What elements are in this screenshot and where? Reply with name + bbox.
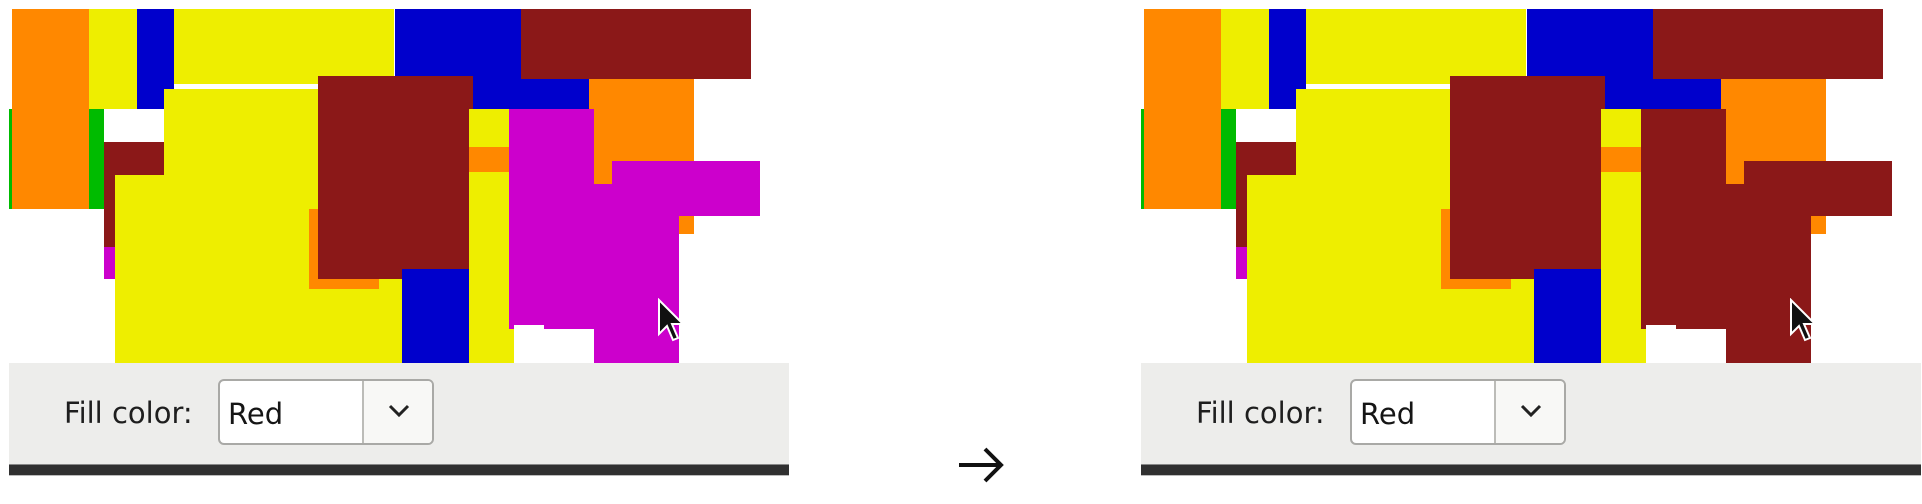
window-bottom-border: [1141, 464, 1921, 476]
fill-color-value: Red: [228, 397, 284, 431]
fill-color-label: Fill color:: [1196, 396, 1325, 430]
fill-color-select[interactable]: Red: [1350, 379, 1566, 445]
dropdown-button[interactable]: [1494, 381, 1564, 443]
window-bottom-border: [9, 464, 789, 476]
fill-color-select[interactable]: Red: [218, 379, 434, 445]
fill-color-value: Red: [1360, 397, 1416, 431]
shape-white-gap: [514, 325, 544, 363]
shape-green: [89, 109, 104, 209]
shape-orange: [1601, 147, 1641, 172]
mouse-pointer-icon: [1790, 298, 1818, 342]
shape-dark-red: [1653, 9, 1883, 79]
shape-yellow: [1306, 9, 1526, 84]
shape-dark-red: [1641, 109, 1726, 329]
dropdown-button[interactable]: [362, 381, 432, 443]
panel-before: Fill color: Red: [9, 0, 789, 490]
fill-color-label: Fill color:: [64, 396, 193, 430]
shape-blue: [402, 269, 472, 363]
fill-color-toolbar: Fill color: Red: [9, 363, 789, 466]
shape-magenta: [612, 161, 760, 216]
shape-orange: [12, 9, 90, 209]
drawing-canvas[interactable]: [9, 9, 789, 363]
fill-color-toolbar: Fill color: Red: [1141, 363, 1921, 466]
shape-dark-red: [1744, 161, 1892, 216]
shape-dark-red: [1450, 76, 1605, 279]
shape-orange: [469, 147, 509, 172]
shape-orange: [1144, 9, 1222, 209]
right-arrow-icon: [959, 447, 1004, 483]
chevron-down-icon: [388, 404, 410, 418]
shape-yellow: [174, 9, 394, 84]
panel-after: Fill color: Red: [1141, 0, 1921, 490]
drawing-canvas[interactable]: [1141, 9, 1921, 363]
chevron-down-icon: [1520, 404, 1542, 418]
shape-dark-red: [318, 76, 473, 279]
mouse-pointer-icon: [658, 298, 686, 342]
shape-white-gap: [1646, 325, 1676, 363]
shape-blue: [1534, 269, 1604, 363]
shape-dark-red: [521, 9, 751, 79]
shape-magenta: [509, 109, 594, 329]
shape-green: [1221, 109, 1236, 209]
